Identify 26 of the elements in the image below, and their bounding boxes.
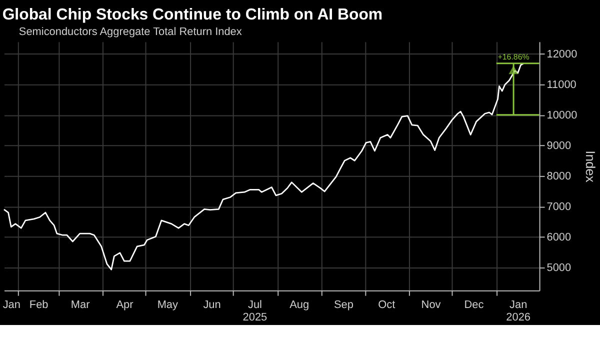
- y-tick-label: 11000: [546, 78, 576, 91]
- x-tick-label: Jan 2026: [506, 298, 531, 324]
- annotation: +16.86%: [498, 52, 530, 62]
- x-tick-label: Nov: [421, 298, 442, 311]
- y-tick-label: 6000: [546, 231, 572, 244]
- y-tick-label: 8000: [546, 170, 572, 182]
- x-tick-label: Sep: [334, 298, 354, 311]
- y-axis-title: Index: [583, 150, 598, 183]
- x-tick-label: Aug: [290, 298, 310, 311]
- y-tick-label: 7000: [546, 200, 572, 213]
- y-tick-label: 12000: [546, 48, 578, 60]
- x-tick-label: Oct: [378, 298, 396, 311]
- x-tick-label: Dec: [464, 298, 484, 311]
- chart-title: Global Chip Stocks Continue to Climb on AI Boom: [2, 6, 383, 24]
- y-tick-label: 5000: [546, 262, 572, 274]
- text: Semiconductors Aggregate Total Return Index: [18, 26, 242, 38]
- x-tick-label: Jul 2025: [242, 298, 268, 324]
- x-tick-label: Jun: [203, 298, 221, 311]
- x-tick-label: Feb: [29, 298, 48, 311]
- y-tick-label: 9000: [546, 140, 572, 152]
- x-tick-label: Jan: [2, 298, 20, 311]
- y-tick-label: 10000: [546, 109, 578, 122]
- x-tick-label: Apr: [116, 298, 134, 311]
- x-tick-label: Mar: [70, 298, 90, 311]
- line-series: [3, 62, 524, 270]
- x-tick-label: May: [157, 298, 179, 311]
